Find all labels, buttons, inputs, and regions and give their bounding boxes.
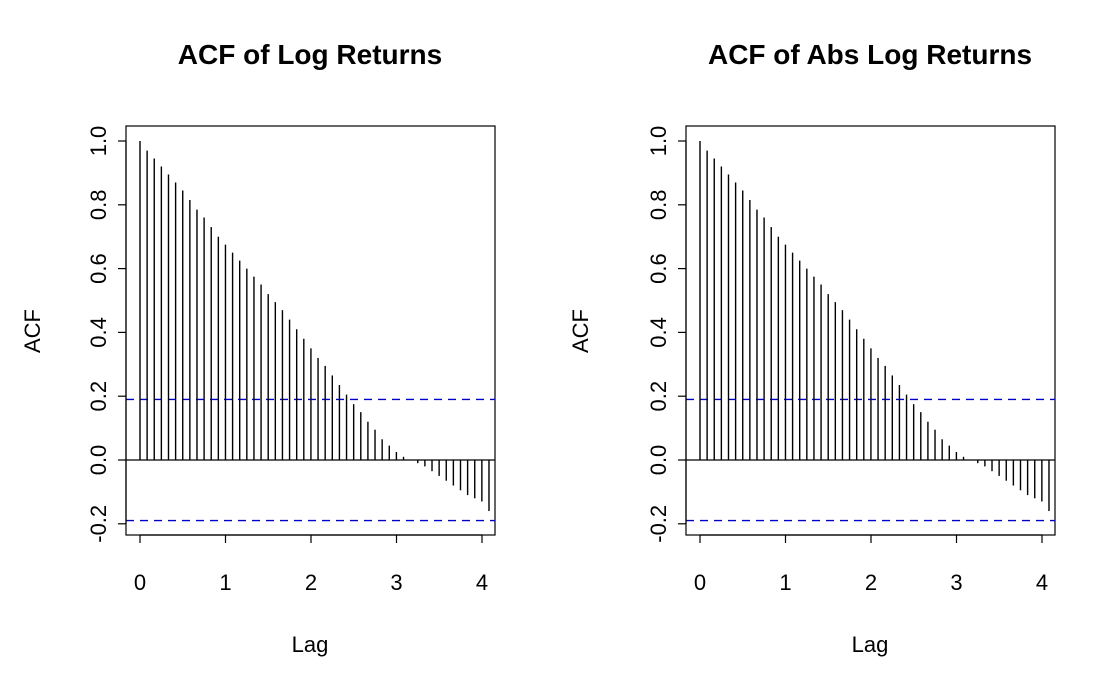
acf-bars — [126, 141, 495, 522]
y-axis-ticks: -0.2 0.0 0.2 0.4 0.6 0.8 1.0 — [646, 126, 687, 543]
x-tick-label: 3 — [390, 570, 402, 595]
acf-panel-log-returns: ACF of Log Returns Lag ACF -0.2 0.0 0.2 0.4… — [20, 39, 496, 657]
y-tick-label: 0.4 — [86, 317, 111, 348]
y-tick-label: 0.0 — [646, 445, 671, 476]
y-tick-label: 0.8 — [646, 190, 671, 221]
y-tick-label: 0.0 — [86, 445, 111, 476]
x-tick-label: 0 — [694, 570, 706, 595]
x-tick-label: 2 — [305, 570, 317, 595]
y-tick-label: -0.2 — [646, 505, 671, 543]
y-axis-label: ACF — [568, 309, 593, 353]
chart-title: ACF of Log Returns — [178, 39, 442, 70]
x-tick-label: 4 — [476, 570, 488, 595]
acf-bars — [686, 141, 1055, 522]
y-tick-label: 0.6 — [86, 253, 111, 284]
y-tick-label: 0.6 — [646, 253, 671, 284]
x-tick-label: 3 — [950, 570, 962, 595]
x-tick-label: 0 — [134, 570, 146, 595]
y-tick-label: 0.4 — [646, 317, 671, 348]
x-axis-label: Lag — [852, 632, 889, 657]
x-tick-label: 1 — [779, 570, 791, 595]
y-tick-label: 0.2 — [86, 381, 111, 412]
x-axis-ticks: 0 1 2 3 4 — [694, 534, 1048, 595]
y-tick-label: -0.2 — [86, 505, 111, 543]
y-tick-label: 1.0 — [86, 126, 111, 157]
x-tick-label: 1 — [219, 570, 231, 595]
y-axis-label: ACF — [20, 309, 45, 353]
acf-panel-abs-log-returns: ACF of Abs Log Returns Lag ACF -0.2 0.0 0.… — [568, 39, 1056, 657]
chart-title: ACF of Abs Log Returns — [708, 39, 1032, 70]
y-tick-label: 0.2 — [646, 381, 671, 412]
y-tick-label: 1.0 — [646, 126, 671, 157]
x-axis-label: Lag — [292, 632, 329, 657]
y-tick-label: 0.8 — [86, 190, 111, 221]
x-axis-ticks: 0 1 2 3 4 — [134, 534, 488, 595]
x-tick-label: 2 — [865, 570, 877, 595]
y-axis-ticks: -0.2 0.0 0.2 0.4 0.6 0.8 1.0 — [86, 126, 127, 543]
x-tick-label: 4 — [1036, 570, 1048, 595]
